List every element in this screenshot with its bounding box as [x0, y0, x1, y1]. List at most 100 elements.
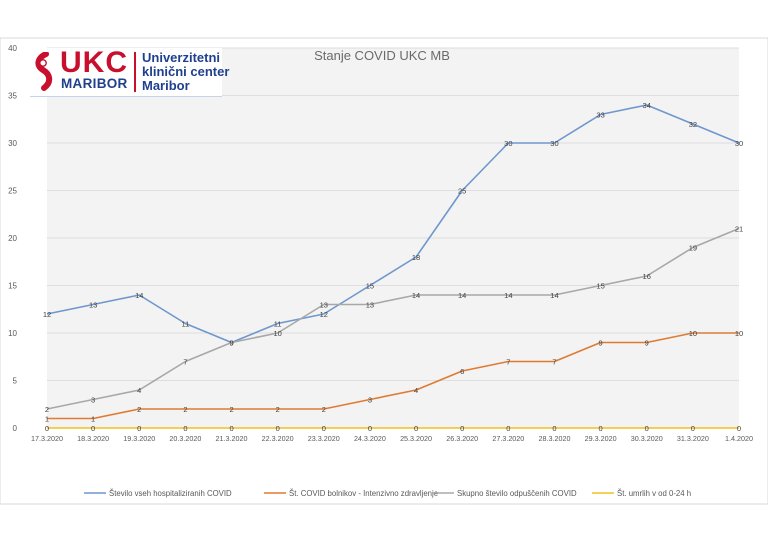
- x-tick-label: 21.3.2020: [216, 434, 248, 443]
- x-tick-label: 17.3.2020: [31, 434, 63, 443]
- data-label: 32: [689, 120, 697, 129]
- data-label: 7: [552, 358, 556, 367]
- data-label: 11: [182, 320, 190, 329]
- y-tick-label: 20: [8, 234, 17, 243]
- logo-ukc-text: UKC: [60, 46, 128, 79]
- data-label: 0: [552, 424, 556, 433]
- data-label: 11: [274, 320, 282, 329]
- y-tick-label: 40: [8, 44, 17, 53]
- data-label: 0: [229, 424, 233, 433]
- x-tick-label: 1.4.2020: [725, 434, 753, 443]
- data-label: 21: [735, 225, 743, 234]
- data-label: 18: [412, 253, 420, 262]
- data-label: 9: [229, 339, 233, 348]
- data-label: 13: [320, 301, 328, 310]
- x-tick-label: 31.3.2020: [677, 434, 709, 443]
- logo-line-2: klinični center: [142, 64, 230, 79]
- logo-maribor-text: MARIBOR: [61, 76, 128, 91]
- y-tick-label: 15: [8, 282, 17, 291]
- ukc-maribor-logo: UKC MARIBOR Univerzitetni klinični cente…: [30, 46, 229, 97]
- x-tick-label: 19.3.2020: [123, 434, 155, 443]
- x-tick-label: 23.3.2020: [308, 434, 340, 443]
- data-label: 7: [506, 358, 510, 367]
- data-label: 13: [366, 301, 374, 310]
- y-tick-label: 30: [8, 139, 17, 148]
- x-tick-label: 20.3.2020: [169, 434, 201, 443]
- data-label: 1: [91, 415, 95, 424]
- data-label: 12: [43, 310, 51, 319]
- y-axis-ticks: 0 5 10 15 20 25 30 35 40: [8, 44, 17, 433]
- data-label: 14: [412, 291, 420, 300]
- x-tick-label: 25.3.2020: [400, 434, 432, 443]
- data-label: 0: [368, 424, 372, 433]
- series-line-3: [46, 227, 740, 410]
- y-tick-label: 35: [8, 92, 17, 101]
- x-tick-label: 18.3.2020: [77, 434, 109, 443]
- x-tick-label: 30.3.2020: [631, 434, 663, 443]
- y-tick-label: 10: [8, 329, 17, 338]
- x-tick-label: 26.3.2020: [446, 434, 478, 443]
- data-label: 0: [691, 424, 695, 433]
- data-label: 14: [458, 291, 466, 300]
- data-label: 0: [506, 424, 510, 433]
- data-label: 0: [414, 424, 418, 433]
- legend-label: Št. umrlih v od 0-24 h: [617, 489, 691, 498]
- data-label: 7: [183, 358, 187, 367]
- logo-divider: [134, 52, 136, 92]
- data-label: 3: [91, 396, 95, 405]
- data-label: 0: [322, 424, 326, 433]
- ukc-emblem-icon: [35, 52, 53, 91]
- data-label: 2: [183, 405, 187, 414]
- data-label: 0: [737, 424, 741, 433]
- data-label: 10: [735, 329, 743, 338]
- data-label: 9: [599, 339, 603, 348]
- data-label: 2: [229, 405, 233, 414]
- x-tick-label: 24.3.2020: [354, 434, 386, 443]
- legend-label: Št. COVID bolnikov - Intenzivno zdravlje…: [289, 489, 438, 498]
- data-label: 15: [366, 282, 374, 291]
- legend: Število vseh hospitaliziranih COVID Št. C…: [84, 489, 691, 498]
- x-tick-label: 29.3.2020: [585, 434, 617, 443]
- series-line-2: [47, 332, 739, 420]
- data-label: 14: [504, 291, 512, 300]
- data-label: 0: [599, 424, 603, 433]
- data-label: 2: [322, 405, 326, 414]
- data-label: 34: [643, 101, 651, 110]
- legend-label: Skupno število odpuščenih COVID: [457, 489, 577, 498]
- data-label: 9: [229, 339, 233, 348]
- data-label: 2: [45, 405, 49, 414]
- data-label: 30: [550, 139, 558, 148]
- logo-line-1: Univerzitetni: [142, 50, 221, 65]
- data-label: 16: [643, 272, 651, 281]
- x-axis-ticks: 17.3.2020 18.3.2020 19.3.2020 20.3.2020 21.3…: [31, 434, 753, 443]
- y-tick-label: 0: [13, 424, 18, 433]
- data-label: 10: [689, 329, 697, 338]
- data-label: 4: [414, 386, 418, 395]
- data-label: 30: [735, 139, 743, 148]
- data-label: 2: [276, 405, 280, 414]
- data-label: 19: [689, 244, 697, 253]
- data-label: 4: [137, 386, 141, 395]
- data-label: 0: [91, 424, 95, 433]
- data-label: 0: [137, 424, 141, 433]
- data-label: 0: [460, 424, 464, 433]
- data-label: 14: [550, 291, 558, 300]
- y-tick-label: 5: [13, 377, 18, 386]
- data-label: 13: [89, 301, 97, 310]
- data-label: 12: [320, 310, 328, 319]
- logo-line-3: Maribor: [142, 78, 190, 93]
- series-line-1: [46, 104, 740, 344]
- y-tick-label: 25: [8, 187, 17, 196]
- data-label: 15: [596, 282, 604, 291]
- data-label: 3: [368, 396, 372, 405]
- data-label: 14: [135, 291, 143, 300]
- legend-label: Število vseh hospitaliziranih COVID: [109, 489, 232, 498]
- data-label: 25: [458, 187, 466, 196]
- x-tick-label: 27.3.2020: [492, 434, 524, 443]
- chart-title: Stanje COVID UKC MB: [314, 48, 450, 63]
- data-label: 6: [460, 367, 464, 376]
- data-label: 0: [183, 424, 187, 433]
- data-label: 1: [45, 415, 49, 424]
